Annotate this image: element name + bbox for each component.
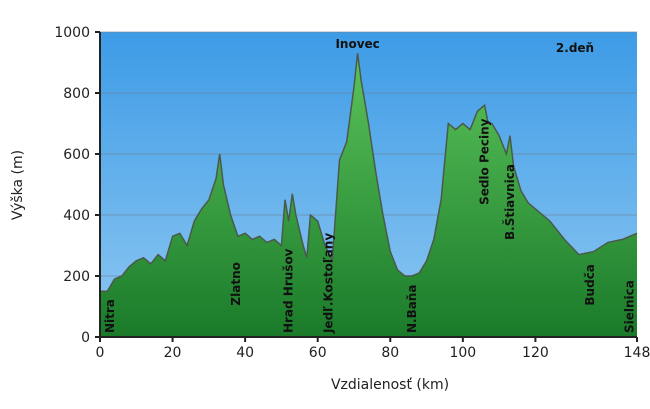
place-label: Sedlo Peciny bbox=[478, 118, 492, 205]
x-tick-label: 20 bbox=[164, 345, 182, 361]
place-label: B.Štiavnica bbox=[502, 164, 517, 240]
y-tick-label: 800 bbox=[63, 86, 90, 102]
y-tick-label: 400 bbox=[63, 208, 90, 224]
x-tick-label: 100 bbox=[449, 345, 476, 361]
profile-line bbox=[100, 53, 638, 293]
peak-label: Inovec bbox=[335, 37, 379, 51]
place-label: Zlatno bbox=[229, 262, 243, 305]
place-label: N.Baňa bbox=[405, 285, 419, 334]
area-fill bbox=[100, 53, 637, 338]
place-label: Hrad Hrušov bbox=[282, 248, 296, 333]
x-tick-label: 120 bbox=[522, 345, 549, 361]
place-label: Budča bbox=[583, 264, 597, 306]
y-tick-label: 0 bbox=[81, 330, 90, 346]
y-tick-label: 600 bbox=[63, 147, 90, 163]
x-tick-label: 0 bbox=[96, 345, 105, 361]
place-label: Jedľ.Kostoľany bbox=[322, 233, 336, 334]
x-tick-label: 60 bbox=[309, 345, 327, 361]
y-axis-label: Výška (m) bbox=[10, 150, 26, 220]
x-axis-label: Vzdialenosť (km) bbox=[331, 377, 449, 393]
x-tick-label: 148 bbox=[624, 345, 650, 361]
place-label: Nitra bbox=[103, 299, 117, 333]
y-tick-label: 200 bbox=[63, 269, 90, 285]
x-tick-label: 80 bbox=[381, 345, 399, 361]
place-label: Sielnica bbox=[623, 280, 637, 333]
y-tick-label: 1000 bbox=[54, 25, 90, 41]
x-tick-label: 40 bbox=[236, 345, 254, 361]
day-label: 2.deň bbox=[556, 41, 594, 55]
